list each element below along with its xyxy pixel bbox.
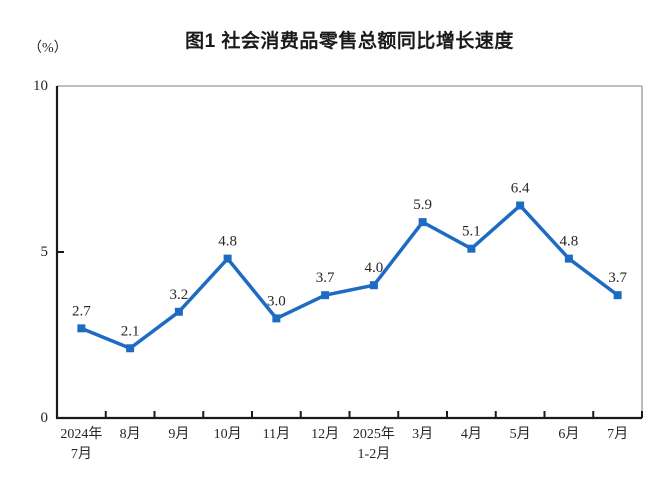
chart-title: 图1 社会消费品零售总额同比增长速度 [185,31,514,52]
data-point-marker [223,254,232,263]
line-series [80,203,619,351]
x-axis-category-label: 8月 [120,426,141,442]
x-axis-category-label: 12月 [311,426,339,442]
x-axis-category-label: 3月 [412,426,433,442]
data-point-marker [418,218,427,227]
data-point-marker [516,201,525,210]
data-point-marker [564,254,573,263]
x-axis-category-label: 7月 [607,426,628,442]
data-point-label: 5.1 [462,224,481,240]
x-axis-category-label: 4月 [461,426,482,442]
data-point-label: 4.8 [560,234,579,250]
data-point-marker [174,307,183,316]
y-axis-unit-label: （%） [28,41,68,56]
data-point-label: 3.0 [267,293,286,309]
data-point-label: 6.4 [511,181,530,197]
data-point-label: 2.1 [121,323,140,339]
y-axis-tick-label: 10 [33,78,48,94]
x-axis-category-label: 9月 [168,426,189,442]
data-point-marker [126,344,135,353]
y-axis-tick-label: 5 [41,244,49,260]
x-axis-category-label: 11月 [263,426,290,442]
data-point-label: 3.2 [170,287,189,303]
data-point-label: 4.8 [218,234,237,250]
data-point-marker [369,281,378,290]
data-point-label: 4.0 [365,260,384,276]
x-axis-category-label: 2024年 [60,426,102,442]
x-axis-category-label: 5月 [510,426,531,442]
data-point-marker [77,324,86,333]
x-axis-category-label: 6月 [558,426,579,442]
data-point-label: 3.7 [608,270,627,286]
data-point-marker [613,291,622,300]
data-point-label: 2.7 [72,303,91,319]
data-point-marker [321,291,330,300]
x-axis-category-label: 10月 [214,426,242,442]
x-axis-category-label: 7月 [71,446,92,462]
data-point-marker [272,314,281,323]
x-axis-category-label: 2025年 [353,426,395,442]
data-point-label: 3.7 [316,270,335,286]
data-point-label: 5.9 [413,197,432,213]
y-axis-tick-label: 0 [41,410,49,426]
x-axis-category-label: 1-2月 [358,446,391,462]
data-point-marker [467,244,476,253]
